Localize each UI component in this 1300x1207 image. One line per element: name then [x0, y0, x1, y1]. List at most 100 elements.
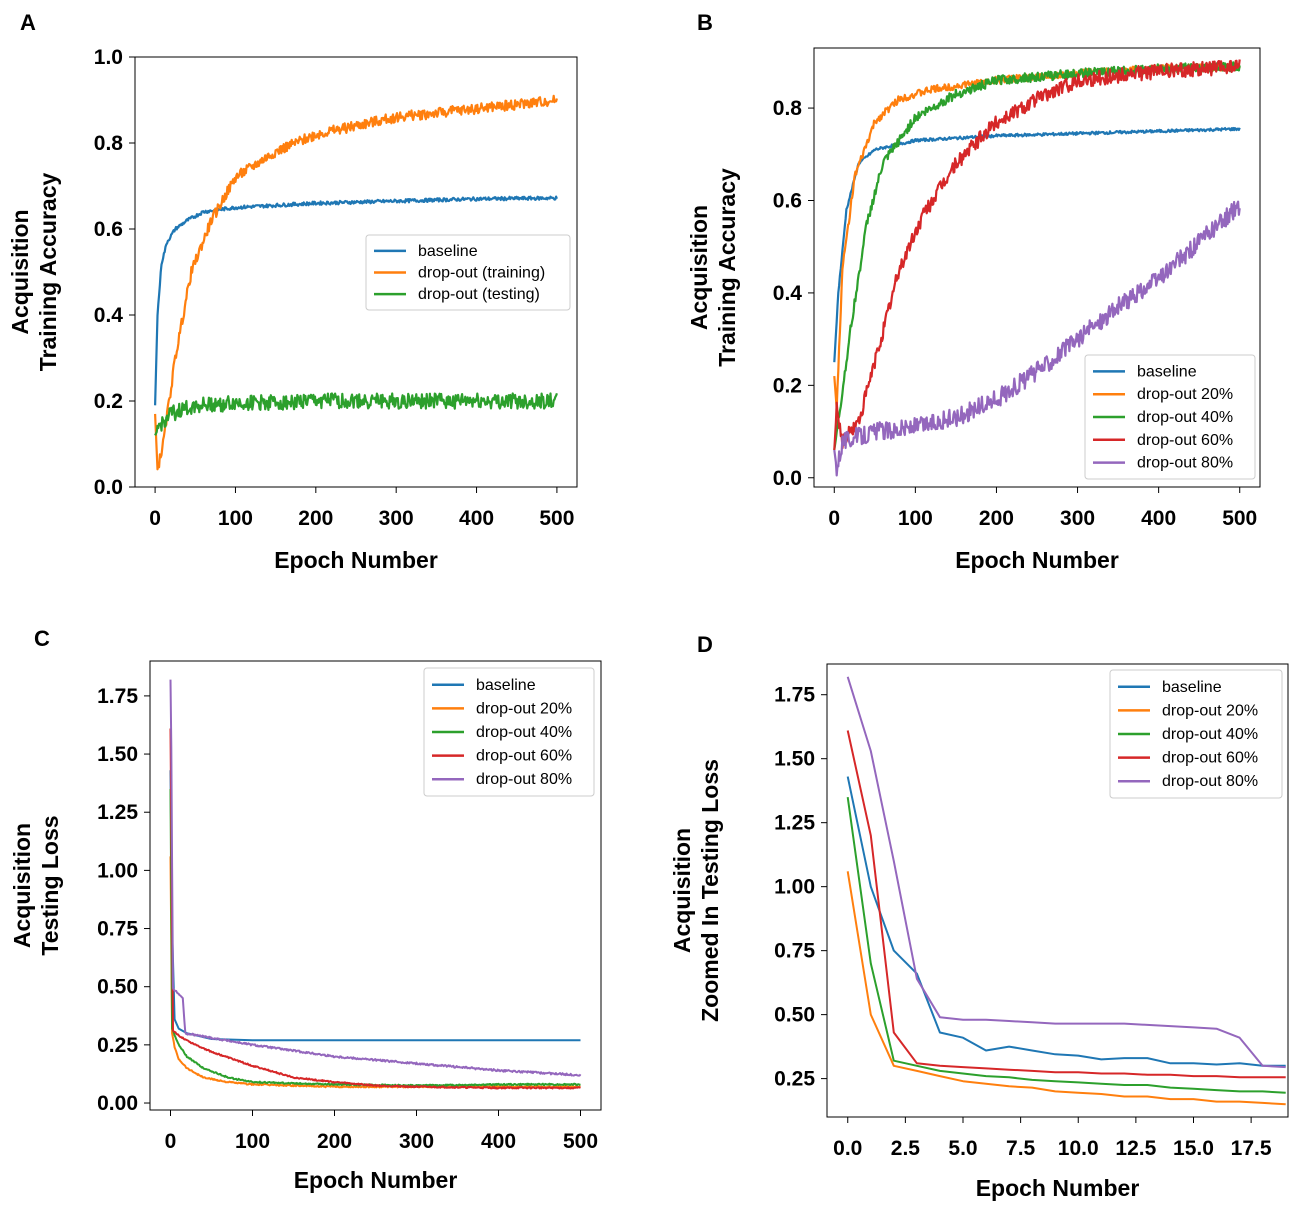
legend-entry-label: drop-out 20% [1137, 386, 1233, 403]
x-axis-label: Epoch Number [294, 1167, 458, 1193]
y-tick-label: 0.75 [774, 940, 815, 963]
panel-label-d: D [697, 632, 713, 657]
legend-box [365, 234, 571, 311]
y-tick-label: 0.0 [773, 467, 802, 490]
plot-frame [134, 56, 578, 488]
y-tick-label: 1.75 [97, 685, 138, 708]
legend-entry-label: drop-out 20% [476, 700, 572, 717]
x-tick-label: 200 [317, 1130, 352, 1153]
x-tick-label: 500 [563, 1130, 598, 1153]
x-tick-label: 100 [235, 1130, 270, 1153]
series-line-4 [846, 730, 1286, 1079]
x-tick-label: 400 [1141, 507, 1176, 530]
x-tick-label: 0 [149, 507, 161, 530]
legend-entry-label: drop-out (training) [418, 265, 545, 282]
y-axis-label: Acquisition [686, 205, 712, 330]
legend-entry-label: drop-out 80% [1137, 455, 1233, 472]
y-axis-label: Zoomed In Testing Loss [697, 759, 723, 1022]
y-tick-label: 0.25 [774, 1068, 815, 1091]
y-tick-label: 0.8 [773, 97, 803, 120]
legend: baseline drop-out (training) drop-out (tes… [365, 234, 571, 311]
series-line-3 [846, 796, 1286, 1094]
legend: baseline drop-out 20% drop-out 40% drop-out… [423, 667, 595, 797]
legend-entry-label: baseline [1162, 679, 1222, 696]
y-axis-label: Acquisition [9, 823, 35, 948]
y-tick-label: 0.2 [94, 390, 123, 413]
series-line-5 [846, 676, 1286, 1069]
x-tick-label: 100 [218, 507, 253, 530]
y-tick-label: 0.4 [773, 282, 803, 305]
y-tick-label: 0.6 [94, 218, 123, 241]
y-axis-label: Acquisition [669, 828, 695, 953]
y-tick-label: 0.2 [773, 374, 802, 397]
legend-entry-label: drop-out 40% [1162, 726, 1258, 743]
plot-frame [813, 47, 1261, 488]
series-line-2 [154, 94, 558, 471]
panel-label-b: B [697, 10, 713, 35]
x-tick-label: 7.5 [1006, 1137, 1036, 1160]
x-axis-label: Epoch Number [976, 1175, 1140, 1201]
legend-entry-label: baseline [476, 677, 536, 694]
y-axis-label: Testing Loss [37, 815, 63, 955]
series-line-5 [833, 200, 1241, 477]
x-tick-label: 0.0 [833, 1137, 862, 1160]
y-tick-label: 0.50 [97, 976, 138, 999]
legend-entry-label: drop-out 60% [476, 748, 572, 765]
legend-box [1084, 354, 1256, 480]
series-line-5 [169, 679, 582, 1077]
legend-entry-label: drop-out 60% [1162, 750, 1258, 767]
plot-frame [149, 660, 602, 1111]
legend-entry-label: drop-out 40% [1137, 409, 1233, 426]
y-tick-label: 0.75 [97, 918, 138, 941]
panel-label-a: A [20, 10, 36, 35]
legend-box [1109, 669, 1283, 799]
y-tick-label: 1.00 [97, 859, 138, 882]
y-tick-label: 0.4 [94, 304, 124, 327]
y-tick-label: 1.25 [774, 812, 815, 835]
legend-entry-label: drop-out 60% [1137, 432, 1233, 449]
y-tick-label: 0.25 [97, 1034, 138, 1057]
y-axis-label: Acquisition [7, 209, 33, 334]
x-tick-label: 0 [828, 507, 840, 530]
series-line-1 [846, 776, 1286, 1067]
legend: baseline drop-out 20% drop-out 40% drop-out… [1109, 669, 1283, 799]
y-tick-label: 1.25 [97, 801, 138, 824]
legend: baseline drop-out 20% drop-out 40% drop-out… [1084, 354, 1256, 480]
series-line-3 [154, 392, 558, 436]
x-tick-label: 200 [298, 507, 333, 530]
x-tick-label: 300 [399, 1130, 434, 1153]
y-tick-label: 1.50 [774, 748, 815, 771]
y-tick-label: 0.50 [774, 1004, 815, 1027]
x-tick-label: 500 [539, 507, 574, 530]
x-tick-label: 0 [165, 1130, 177, 1153]
legend-box [423, 667, 595, 797]
y-tick-label: 1.75 [774, 684, 815, 707]
y-tick-label: 0.6 [773, 189, 802, 212]
legend-entry-label: baseline [418, 243, 478, 260]
series-line-1 [833, 126, 1241, 363]
legend-entry-label: drop-out 20% [1162, 702, 1258, 719]
series-line-2 [169, 856, 581, 1089]
chart-panel-b: 0 100 200 300 400 500 0.0 0.2 0.4 0.6 0.8 Epoch Num… [686, 47, 1261, 573]
x-axis-label: Epoch Number [274, 547, 438, 573]
y-tick-label: 1.00 [774, 876, 815, 899]
chart-panel-c: 0 100 200 300 400 500 0.00 0.25 0.50 0.75 1.00 1.25… [9, 660, 602, 1193]
y-tick-label: 1.0 [94, 46, 123, 69]
y-tick-label: 0.00 [97, 1092, 138, 1115]
legend-entry-label: drop-out 40% [476, 724, 572, 741]
x-tick-label: 300 [379, 507, 414, 530]
x-tick-label: 15.0 [1173, 1137, 1214, 1160]
y-axis-label: Training Accuracy [35, 173, 61, 372]
y-tick-label: 0.0 [94, 476, 123, 499]
legend-entry-label: drop-out 80% [476, 771, 572, 788]
series-line-4 [169, 728, 581, 1090]
series-line-4 [833, 59, 1241, 451]
x-tick-label: 17.5 [1231, 1137, 1272, 1160]
x-tick-label: 500 [1222, 507, 1257, 530]
x-tick-label: 400 [481, 1130, 516, 1153]
chart-panel-d: 0.0 2.5 5.0 7.5 10.0 12.5 15.0 17.5 0.25 0.50 0.75… [669, 663, 1289, 1201]
legend-entry-label: baseline [1137, 363, 1197, 380]
x-tick-label: 300 [1060, 507, 1095, 530]
x-axis-label: Epoch Number [955, 547, 1119, 573]
